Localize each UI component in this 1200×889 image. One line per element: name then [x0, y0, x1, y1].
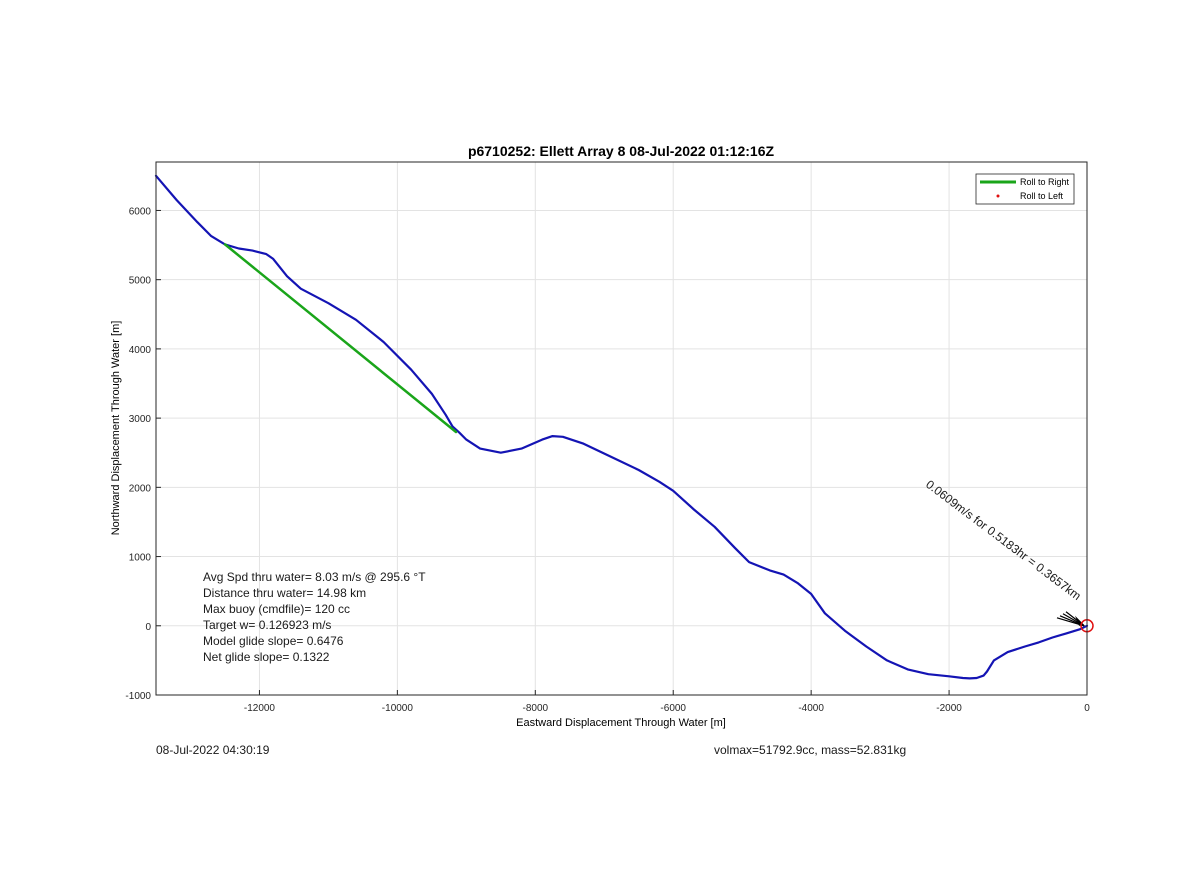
- footer-mass-info: volmax=51792.9cc, mass=52.831kg: [714, 743, 907, 757]
- y-axis-label: Northward Displacement Through Water [m]: [110, 321, 122, 536]
- info-line: Net glide slope= 0.1322: [203, 650, 330, 664]
- chart-title: p6710252: Ellett Array 8 08-Jul-2022 01:…: [468, 143, 775, 159]
- legend-swatch-roll-left: [996, 194, 1000, 198]
- y-tick-label: 3000: [129, 414, 152, 425]
- info-line: Model glide slope= 0.6476: [203, 634, 344, 648]
- info-line: Avg Spd thru water= 8.03 m/s @ 295.6 °T: [203, 570, 426, 584]
- x-tick-label: -6000: [660, 703, 686, 714]
- axis-ticks: -12000 -10000 -8000 -6000 -4000 -2000 0-100001…: [125, 206, 1090, 714]
- y-tick-label: 6000: [129, 206, 152, 217]
- y-tick-label: 2000: [129, 483, 152, 494]
- legend-box: [975, 173, 1075, 205]
- y-tick-label: 4000: [129, 345, 152, 356]
- legend-label-roll-right: Roll to Right: [1020, 177, 1070, 187]
- footer-timestamp: 08-Jul-2022 04:30:19: [156, 743, 270, 757]
- series-layer: [154, 174, 1094, 680]
- legend-label-roll-left: Roll to Left: [1020, 191, 1064, 201]
- x-tick-label: -4000: [798, 703, 824, 714]
- y-tick-label: 0: [145, 622, 151, 633]
- series-line-roll-to-right: [223, 243, 458, 434]
- x-tick-label: -8000: [523, 703, 549, 714]
- x-tick-label: -12000: [244, 703, 276, 714]
- y-tick-label: 1000: [129, 553, 152, 564]
- y-tick-label: -1000: [125, 691, 151, 702]
- info-line: Max buoy (cmdfile)= 120 cc: [203, 602, 351, 616]
- x-tick-label: -2000: [936, 703, 962, 714]
- current-arrowhead: [1075, 615, 1085, 626]
- current-annotation: 0.0609m/s for 0.5183hr = 0.3657km: [923, 477, 1084, 603]
- y-tick-label: 5000: [129, 276, 152, 287]
- plot-area-border: [155, 161, 1088, 696]
- series-line-track: [154, 174, 1089, 680]
- info-line: Target w= 0.126923 m/s: [203, 618, 332, 632]
- grid-lines: [156, 162, 1088, 696]
- x-axis-label: Eastward Displacement Through Water [m]: [516, 717, 726, 729]
- info-line: Distance thru water= 14.98 km: [203, 586, 367, 600]
- x-tick-label: 0: [1084, 703, 1090, 714]
- legend: Roll to Right Roll to Left: [975, 173, 1075, 205]
- x-tick-label: -10000: [382, 703, 414, 714]
